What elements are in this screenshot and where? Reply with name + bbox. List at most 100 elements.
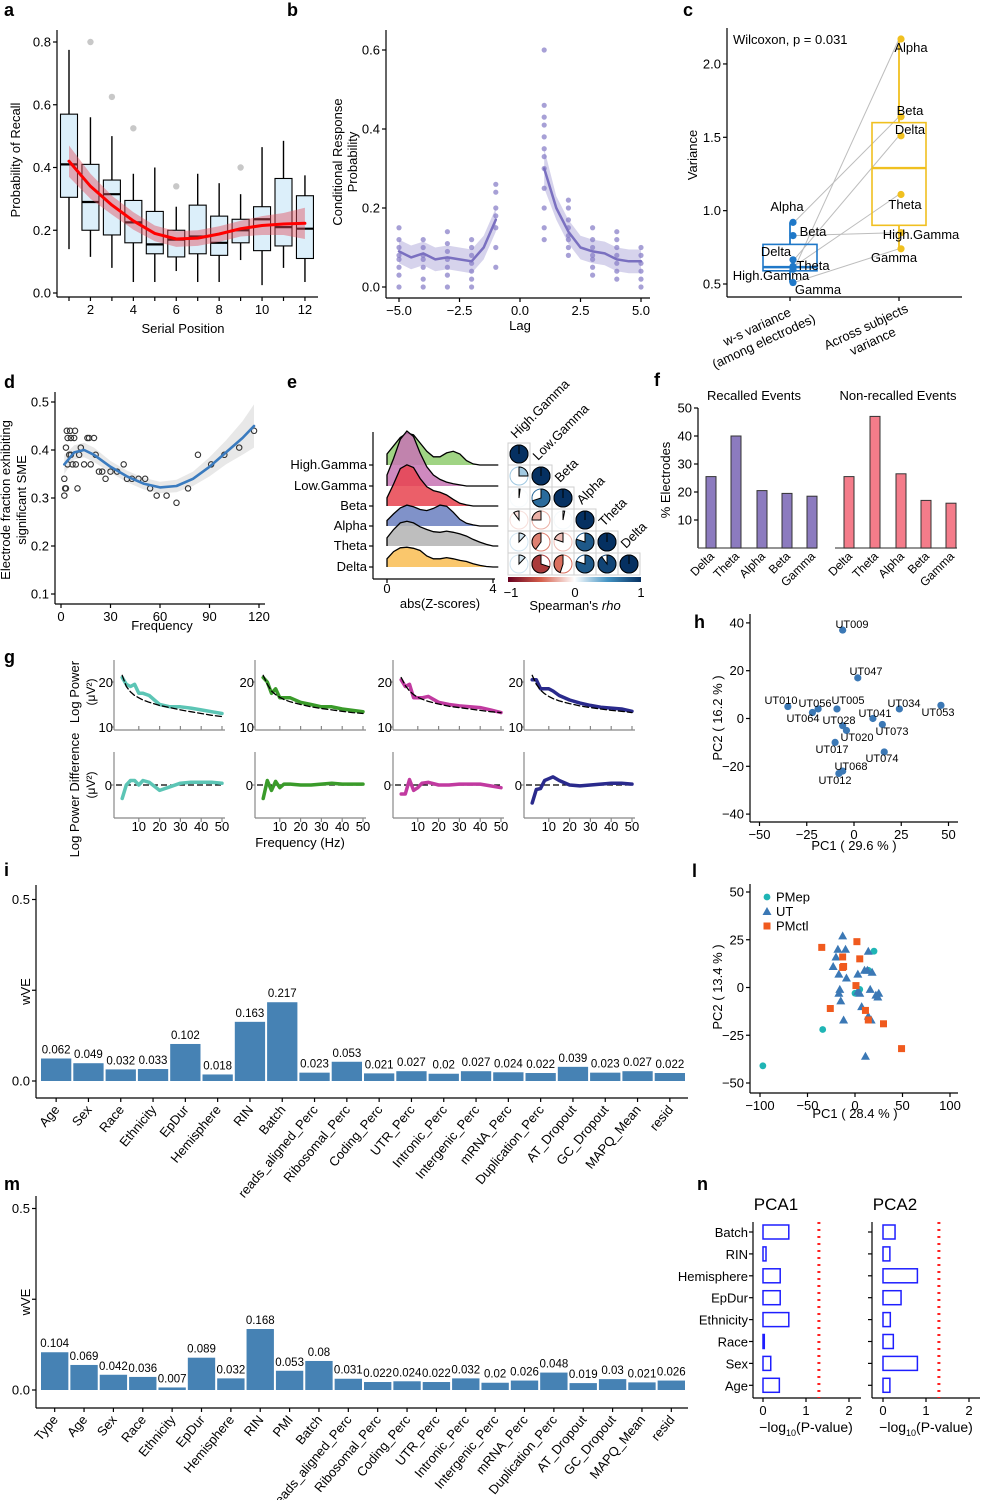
bar-Gamma <box>945 502 957 549</box>
x-tick-label: 30 <box>103 609 117 624</box>
x-category-label: Theta <box>850 549 882 581</box>
corr-pie <box>553 554 564 574</box>
point-label: UT041 <box>858 708 891 720</box>
y-axis-label: Probability <box>345 131 360 192</box>
x-tick-label: 60 <box>153 609 167 624</box>
y-tick-label: 0 <box>246 778 253 793</box>
PMctl-point <box>839 953 847 961</box>
bar-RIN <box>882 1246 891 1262</box>
x-tick-label: 10 <box>132 819 146 834</box>
x-axis-label: PC1 ( 28.4 % ) <box>812 1106 897 1121</box>
bar-value-label: 0.007 <box>158 1373 187 1385</box>
bar-value-label: 0.032 <box>451 1364 480 1376</box>
paired-line <box>793 232 900 237</box>
bar-Coding_Perc <box>364 1073 395 1081</box>
data-point <box>469 284 475 290</box>
y-tick-label: −50 <box>722 1076 744 1091</box>
panel-label: b <box>287 0 298 20</box>
corr-cell <box>573 552 597 576</box>
bar-value-label: 0.022 <box>363 1368 392 1380</box>
bar-RIN <box>762 1246 767 1262</box>
legend-label: UT <box>776 904 793 919</box>
data-point <box>590 237 596 243</box>
bar-value-label: 0.026 <box>657 1367 686 1379</box>
x-axis-label: Serial Position <box>141 321 224 336</box>
y-tick-label: 0.0 <box>362 280 380 295</box>
data-point <box>90 434 98 442</box>
bar-GC_Dropout <box>590 1072 621 1081</box>
colorbar <box>508 577 641 582</box>
point-Delta <box>789 256 797 264</box>
x-tick-label: 25 <box>894 827 908 842</box>
x-tick-label: 0.0 <box>511 303 529 318</box>
outlier-point <box>173 183 180 190</box>
data-point <box>420 284 426 290</box>
bar-value-label: 0.062 <box>42 1044 71 1056</box>
y-tick-label: 0.2 <box>33 223 51 238</box>
y-category-label: Batch <box>715 1225 748 1240</box>
y-tick-label: 0 <box>105 778 112 793</box>
x-category-label: Race <box>96 1102 127 1135</box>
band-label: High.Gamma <box>290 457 367 472</box>
bar-value-label: 0.104 <box>40 1338 69 1350</box>
point-label: UT017 <box>815 744 848 756</box>
y-category-label: Hemisphere <box>678 1269 748 1284</box>
corr-pie <box>531 554 551 574</box>
point-label: UT064 <box>786 713 819 725</box>
y-tick-label: 1.0 <box>703 203 721 218</box>
x-category-label: Alpha <box>737 549 769 581</box>
point-UT005 <box>833 705 841 713</box>
data-point <box>638 252 644 258</box>
UT-point <box>853 969 863 978</box>
corr-pie <box>553 532 564 543</box>
data-point <box>541 146 547 152</box>
density-fill <box>387 521 493 546</box>
power-spectrum-line <box>399 678 503 715</box>
bar-Race <box>762 1333 766 1350</box>
data-point <box>163 492 170 499</box>
y-tick-label: 0.6 <box>362 43 380 58</box>
band-label: Gamma <box>871 250 918 265</box>
bar-value-label: 0.168 <box>246 1315 275 1327</box>
facet-title: Recalled Events <box>707 388 801 403</box>
bar-value-label: 0.026 <box>510 1367 539 1379</box>
UT-point <box>838 931 848 940</box>
PMctl-point <box>852 982 860 990</box>
x-category-label: w-s variance(among electrodes) <box>710 304 818 371</box>
bar-value-label: 0.053 <box>332 1048 361 1060</box>
bar-value-label: 0.023 <box>300 1059 329 1071</box>
y-tick-label: 0.5 <box>703 277 721 292</box>
data-point <box>102 475 109 483</box>
data-point <box>541 237 547 243</box>
point-label: UT056 <box>798 698 831 710</box>
x-tick-label: 40 <box>194 819 208 834</box>
bar-Ethnicity <box>882 1311 892 1328</box>
UT-point <box>867 967 877 976</box>
panel-label: m <box>4 1174 20 1194</box>
UT-point <box>833 944 843 953</box>
corr-cell <box>529 552 553 576</box>
bar-value-label: 0.032 <box>216 1364 245 1376</box>
y-tick-label: 20 <box>378 675 392 690</box>
bar-Type <box>41 1352 69 1390</box>
x-tick-label: −5.0 <box>386 303 412 318</box>
data-point <box>62 485 70 492</box>
y-tick-label: 0.4 <box>31 443 49 458</box>
PMctl-point <box>856 955 864 963</box>
x-axis-label: abs(Z-scores) <box>400 596 480 611</box>
data-point <box>541 154 547 160</box>
test-annotation: Wilcoxon, p = 0.031 <box>733 32 848 47</box>
bar-UTR_Perc <box>422 1382 451 1390</box>
y-tick-label: 20 <box>730 663 744 678</box>
PMctl-point <box>864 1016 872 1024</box>
data-point <box>469 268 475 274</box>
y-tick-label: 0.5 <box>12 1201 30 1216</box>
corr-pie <box>531 532 542 550</box>
data-point <box>614 229 620 235</box>
y-tick-label: 0.0 <box>12 1074 30 1089</box>
x-category-label: Delta <box>825 549 855 579</box>
point-label: UT009 <box>835 619 868 631</box>
bar-Hemisphere <box>202 1074 233 1081</box>
y-axis-label: wVE <box>18 978 33 1006</box>
bar-Race <box>105 1069 136 1081</box>
